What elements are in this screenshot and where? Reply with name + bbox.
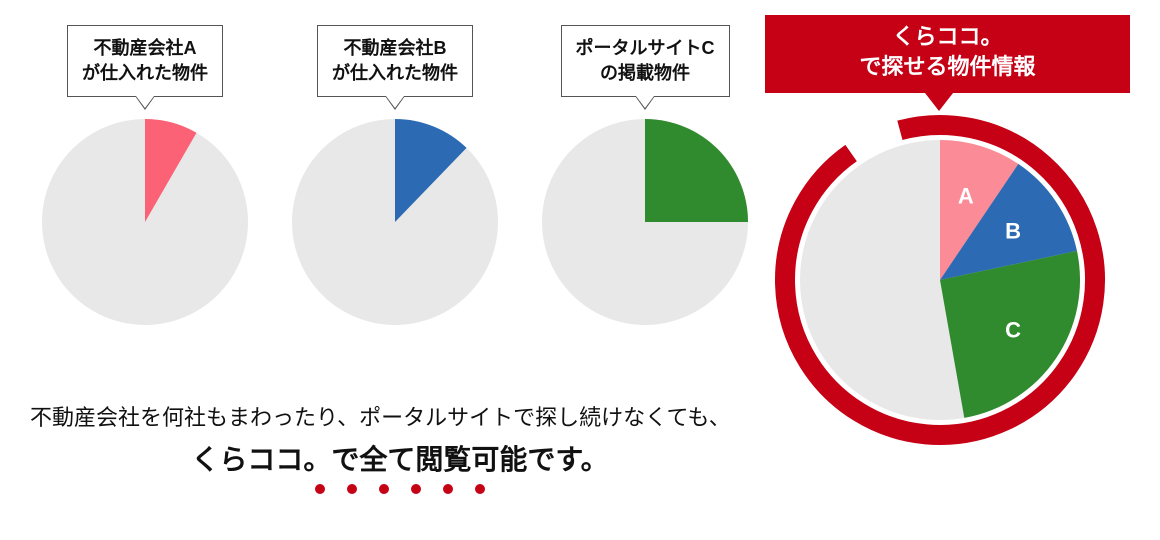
- seg-label-C: C: [1005, 317, 1021, 342]
- callout-2: ポータルサイトC の掲載物件: [561, 25, 730, 97]
- pie-slice: [645, 119, 748, 222]
- callout-line1: ポータルサイトC: [576, 36, 715, 61]
- banner-line1: くらココ。: [765, 22, 1130, 52]
- callout-line2: の掲載物件: [576, 61, 715, 86]
- emphasis-dot: [475, 484, 485, 494]
- callout-line2: が仕入れた物件: [82, 61, 208, 86]
- big-pie-svg: A B C: [770, 110, 1110, 450]
- seg-label-A: A: [958, 184, 974, 209]
- caption-block: 不動産会社を何社もまわったり、ポータルサイトで探し続けなくても、 くらココ。で全…: [30, 400, 770, 494]
- pie-svg-1: [292, 119, 498, 325]
- pie-svg-0: [42, 119, 248, 325]
- small-pie-2: ポータルサイトC の掲載物件: [530, 25, 760, 325]
- callout-line1: 不動産会社B: [332, 36, 458, 61]
- callout-0: 不動産会社A が仕入れた物件: [67, 25, 223, 97]
- callout-line2: が仕入れた物件: [332, 61, 458, 86]
- callout-line1: 不動産会社A: [82, 36, 208, 61]
- emphasis-dot: [443, 484, 453, 494]
- pie-svg-2: [542, 119, 748, 325]
- emphasis-dot: [315, 484, 325, 494]
- small-pie-1: 不動産会社B が仕入れた物件: [280, 25, 510, 325]
- callout-1: 不動産会社B が仕入れた物件: [317, 25, 473, 97]
- main-banner: くらココ。 で探せる物件情報: [765, 15, 1130, 93]
- emphasis-dot: [347, 484, 357, 494]
- banner-line2: で探せる物件情報: [765, 52, 1130, 82]
- small-pie-0: 不動産会社A が仕入れた物件: [30, 25, 260, 325]
- big-pie-chart: A B C: [770, 110, 1110, 455]
- small-pies-row: 不動産会社A が仕入れた物件 不動産会社B が仕入れた物件 ポータルサイトC の…: [30, 25, 760, 325]
- caption-line2: くらココ。で全て閲覧可能です。: [30, 438, 770, 478]
- caption-line1: 不動産会社を何社もまわったり、ポータルサイトで探し続けなくても、: [30, 400, 770, 432]
- seg-label-B: B: [1005, 219, 1021, 244]
- emphasis-dot: [379, 484, 389, 494]
- emphasis-dots: [30, 484, 770, 494]
- emphasis-dot: [411, 484, 421, 494]
